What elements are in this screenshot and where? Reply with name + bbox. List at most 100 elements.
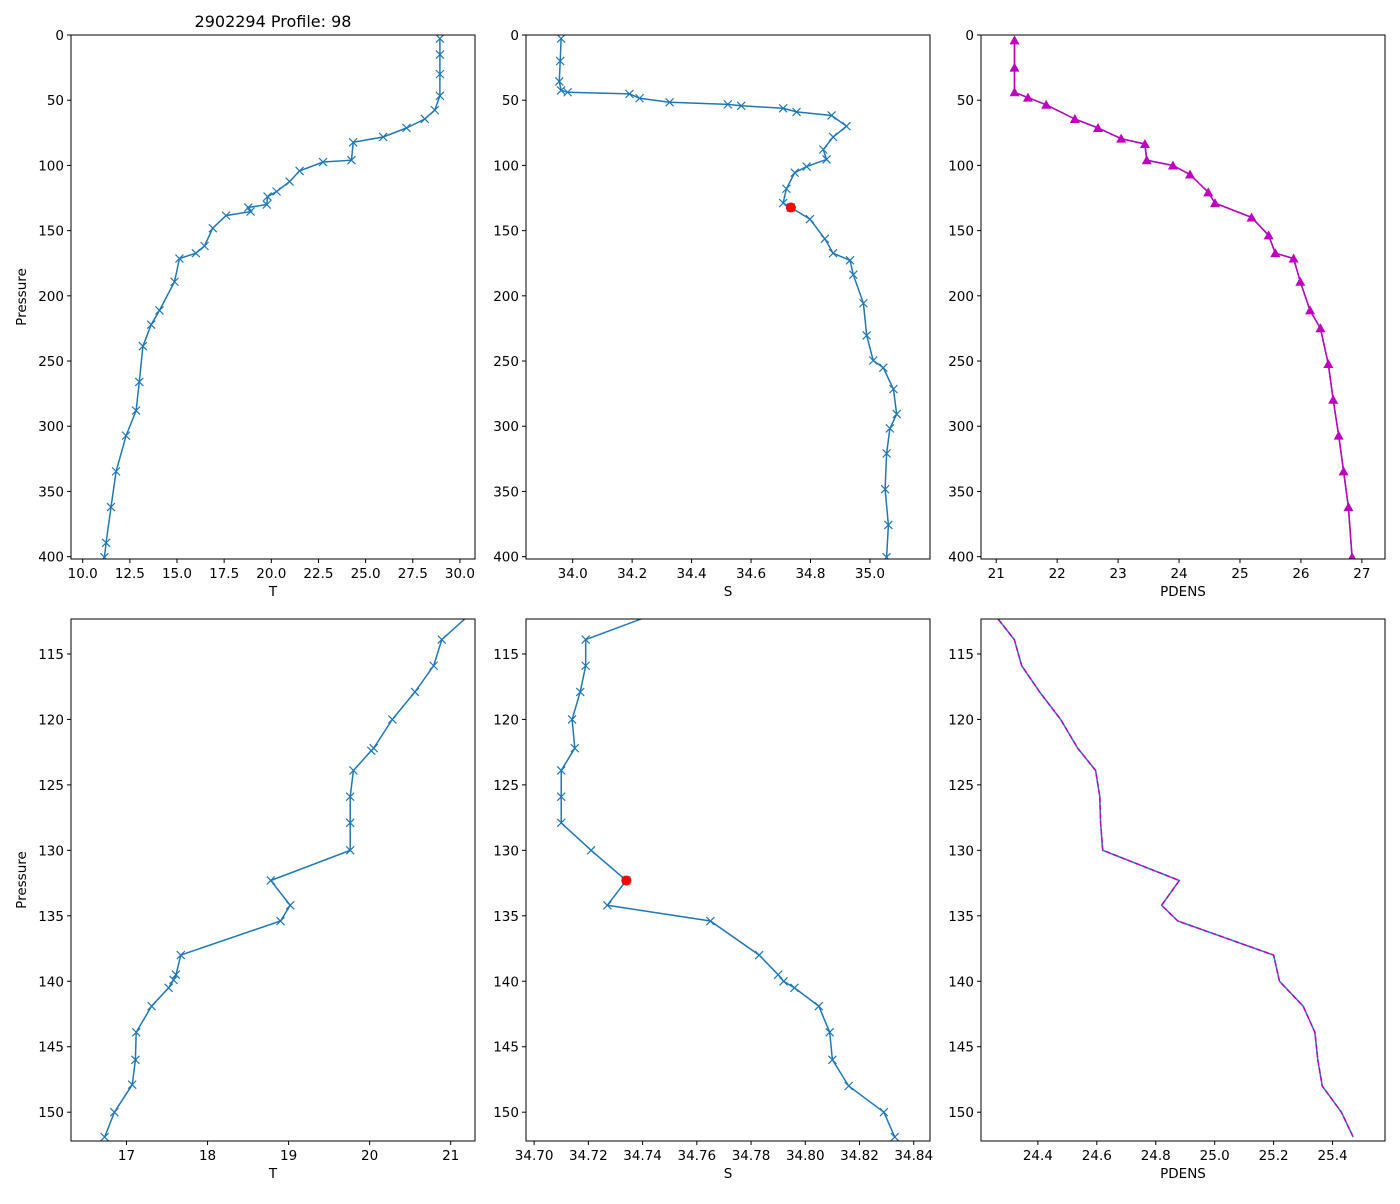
data-point-triangle-marker — [1069, 113, 1080, 123]
y-tick-label: 135 — [948, 909, 974, 925]
y-tick-label: 200 — [493, 289, 519, 305]
y-tick-label: 135 — [38, 909, 64, 925]
data-point-triangle-marker — [1323, 359, 1334, 369]
data-point-triangle-marker — [1092, 122, 1103, 132]
y-tick-label: 135 — [493, 909, 519, 925]
x-tick-label: 20 — [361, 1148, 378, 1164]
density-zoom-axes: 24.4 24.6 24.8 25.0 25.2 25.4 115 120 125 130 135 1… — [948, 618, 1386, 1182]
data-point-x-marker — [885, 424, 895, 433]
y-tick-label: 115 — [493, 647, 519, 663]
data-point-x-marker — [295, 166, 305, 176]
data-point-x-marker — [818, 145, 828, 154]
data-point-triangle-marker — [1338, 466, 1349, 476]
data-point-triangle-marker — [1246, 212, 1257, 222]
data-point-triangle-marker — [1328, 394, 1339, 404]
data-point-x-marker — [410, 687, 420, 697]
y-axis-label: Pressure — [14, 268, 30, 326]
y-tick-label: 200 — [38, 289, 64, 305]
data-point-x-marker — [176, 950, 186, 960]
data-point-triangle-marker — [1263, 230, 1274, 240]
data-point-x-marker — [345, 845, 355, 855]
x-axis-label: S — [724, 1166, 733, 1182]
data-point-triangle-marker — [1009, 87, 1020, 97]
data-point-triangle-marker — [1209, 198, 1220, 208]
data-point-x-marker — [862, 331, 872, 340]
data-point-x-marker — [109, 1107, 119, 1117]
series-line-pdens-dashed — [997, 619, 1354, 1138]
y-tick-label: 250 — [493, 354, 519, 370]
y-tick-label: 130 — [948, 843, 974, 859]
x-tick-label: 34.72 — [569, 1148, 608, 1164]
data-point-x-marker — [266, 876, 276, 885]
data-point-triangle-marker — [1185, 169, 1196, 179]
data-point-x-marker — [127, 1080, 137, 1090]
data-point-x-marker — [625, 89, 634, 99]
y-tick-label: 145 — [493, 1040, 519, 1056]
data-point-x-marker — [878, 363, 888, 373]
x-tick-label: 22 — [1049, 566, 1066, 582]
data-point-triangle-marker — [1009, 35, 1020, 45]
data-point-x-marker — [556, 792, 566, 802]
y-tick-label: 120 — [38, 712, 64, 728]
data-point-x-marker — [106, 502, 116, 512]
x-tick-label: 24.8 — [1141, 1148, 1171, 1164]
y-tick-label: 125 — [948, 778, 974, 794]
data-point-x-marker — [138, 341, 148, 351]
data-point-x-marker — [111, 466, 121, 476]
y-tick-label: 125 — [38, 778, 64, 794]
data-point-x-marker — [882, 552, 892, 559]
data-point-x-marker — [814, 1001, 824, 1011]
data-point-x-marker — [556, 818, 566, 828]
data-point-triangle-marker — [1022, 92, 1033, 102]
x-tick-label: 21 — [442, 1148, 459, 1164]
x-tick-label: 24.6 — [1082, 1148, 1112, 1164]
x-tick-label: 21 — [988, 566, 1005, 582]
x-tick-label: 34.0 — [558, 566, 588, 582]
data-point-x-marker — [99, 552, 109, 559]
x-tick-label: 34.82 — [840, 1148, 879, 1164]
data-point-x-marker — [318, 157, 328, 167]
data-point-x-marker — [366, 746, 376, 756]
y-tick-label: 400 — [948, 550, 974, 566]
series-line-pdens-markers — [1013, 40, 1353, 558]
x-axis-label: T — [268, 1166, 278, 1182]
data-point-x-marker — [820, 234, 830, 244]
y-tick-label: 145 — [38, 1040, 64, 1056]
x-tick-label: 23 — [1110, 566, 1127, 582]
y-tick-label: 115 — [38, 647, 64, 663]
x-axis-label: T — [268, 584, 278, 600]
x-axis-label: PDENS — [1160, 584, 1206, 600]
plot-area — [554, 35, 902, 559]
plot-area — [1009, 35, 1356, 559]
data-point-x-marker — [802, 162, 812, 172]
salinity-profile-axes: 34.0 34.2 34.4 34.6 34.8 35.0 0 50 100 150 200 250 3… — [493, 28, 931, 600]
data-point-x-marker — [131, 406, 141, 416]
plot-area — [100, 619, 466, 1141]
data-point-x-marker — [736, 101, 746, 111]
data-point-x-marker — [556, 35, 566, 43]
data-point-x-marker — [146, 320, 156, 330]
y-tick-label: 100 — [493, 158, 519, 174]
y-tick-label: 140 — [38, 974, 64, 990]
data-point-triangle-marker — [1295, 276, 1306, 286]
data-point-x-marker — [848, 270, 858, 280]
data-point-x-marker — [858, 298, 868, 308]
data-point-triangle-marker — [1333, 430, 1344, 440]
temperature-profile-axes: 10.0 12.5 15.0 17.5 20.0 22.5 25.0 27.5 30.0 0 50 1… — [14, 28, 476, 600]
x-tick-label: 35.0 — [855, 566, 885, 582]
data-point-x-marker — [349, 766, 358, 775]
data-point-triangle-marker — [1305, 305, 1316, 315]
y-tick-label: 50 — [502, 93, 519, 109]
data-point-x-marker — [170, 277, 179, 287]
x-tick-label: 15.0 — [162, 566, 192, 582]
y-tick-label: 0 — [55, 28, 64, 44]
plot-area — [997, 619, 1354, 1138]
axes-frame — [525, 34, 931, 560]
y-tick-label: 250 — [38, 354, 64, 370]
data-point-x-marker — [100, 1132, 110, 1141]
highlighted-point — [621, 875, 632, 886]
data-point-x-marker — [705, 916, 715, 926]
data-point-x-marker — [602, 900, 612, 910]
data-point-x-marker — [570, 743, 580, 753]
axes-frame — [980, 618, 1386, 1142]
